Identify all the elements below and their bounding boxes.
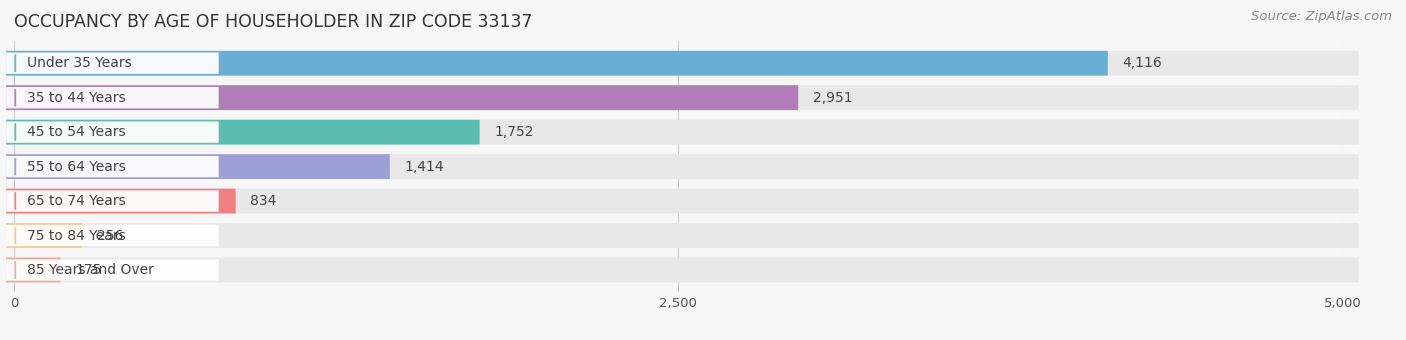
- FancyBboxPatch shape: [6, 223, 82, 248]
- Text: 256: 256: [97, 228, 124, 242]
- FancyBboxPatch shape: [6, 154, 389, 179]
- FancyBboxPatch shape: [6, 51, 1358, 75]
- FancyBboxPatch shape: [6, 258, 60, 283]
- FancyBboxPatch shape: [6, 223, 1358, 248]
- Text: 55 to 64 Years: 55 to 64 Years: [27, 159, 127, 174]
- Text: 1,414: 1,414: [405, 159, 444, 174]
- Text: OCCUPANCY BY AGE OF HOUSEHOLDER IN ZIP CODE 33137: OCCUPANCY BY AGE OF HOUSEHOLDER IN ZIP C…: [14, 13, 533, 31]
- FancyBboxPatch shape: [6, 156, 219, 177]
- FancyBboxPatch shape: [6, 85, 1358, 110]
- FancyBboxPatch shape: [6, 120, 479, 144]
- FancyBboxPatch shape: [6, 258, 1358, 283]
- Text: 45 to 54 Years: 45 to 54 Years: [27, 125, 127, 139]
- Text: Source: ZipAtlas.com: Source: ZipAtlas.com: [1251, 10, 1392, 23]
- FancyBboxPatch shape: [6, 85, 799, 110]
- Text: Under 35 Years: Under 35 Years: [27, 56, 132, 70]
- FancyBboxPatch shape: [6, 87, 219, 108]
- Text: 1,752: 1,752: [495, 125, 534, 139]
- FancyBboxPatch shape: [6, 225, 219, 246]
- FancyBboxPatch shape: [6, 120, 1358, 144]
- Text: 4,116: 4,116: [1122, 56, 1163, 70]
- Text: 175: 175: [75, 263, 101, 277]
- Text: 834: 834: [250, 194, 277, 208]
- FancyBboxPatch shape: [6, 189, 236, 214]
- FancyBboxPatch shape: [6, 189, 1358, 214]
- FancyBboxPatch shape: [6, 52, 219, 74]
- FancyBboxPatch shape: [6, 259, 219, 281]
- FancyBboxPatch shape: [6, 190, 219, 212]
- Text: 85 Years and Over: 85 Years and Over: [27, 263, 155, 277]
- Text: 2,951: 2,951: [813, 91, 852, 105]
- FancyBboxPatch shape: [6, 51, 1108, 75]
- Text: 75 to 84 Years: 75 to 84 Years: [27, 228, 127, 242]
- Text: 65 to 74 Years: 65 to 74 Years: [27, 194, 127, 208]
- FancyBboxPatch shape: [6, 154, 1358, 179]
- Text: 35 to 44 Years: 35 to 44 Years: [27, 91, 127, 105]
- FancyBboxPatch shape: [6, 121, 219, 143]
